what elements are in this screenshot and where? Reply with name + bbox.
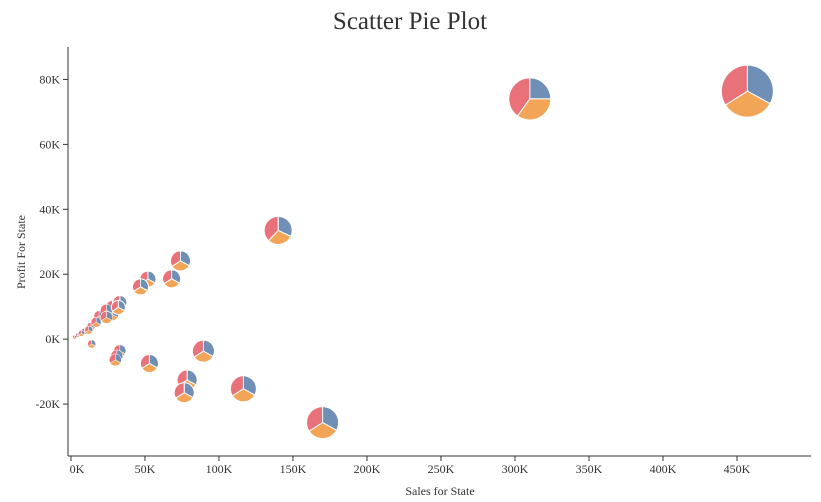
pie-slice [109, 353, 116, 364]
y-tick-label: 80K [39, 72, 60, 86]
x-tick-label: 100K [206, 462, 233, 476]
x-tick-label: 200K [354, 462, 381, 476]
pie-slice [277, 215, 293, 238]
pie-slice [508, 77, 531, 117]
pie-slice [90, 317, 97, 326]
pie-slice [720, 64, 748, 106]
pie-point[interactable] [90, 317, 102, 328]
y-tick-label: 40K [39, 202, 60, 216]
pie-slice [100, 304, 107, 314]
pie-slice [87, 339, 92, 347]
pie-slice [110, 299, 119, 312]
pie-slice [72, 334, 75, 339]
pie-point[interactable] [229, 375, 257, 403]
pie-point[interactable] [170, 250, 191, 272]
pie-slice [724, 90, 771, 118]
pie-slice [267, 229, 292, 245]
pie-slice [191, 339, 204, 358]
pie-point[interactable] [139, 353, 159, 373]
y-tick-label: 60K [39, 137, 60, 151]
x-tick-label: 450K [724, 462, 751, 476]
pie-slice [229, 375, 244, 397]
pie-point[interactable] [132, 278, 150, 296]
pie-point[interactable] [100, 311, 113, 324]
pie-point[interactable] [78, 330, 85, 337]
y-axis-ticks: -20K 0K 20K 40K 60K 80K [35, 72, 68, 411]
pie-slice [173, 382, 185, 399]
y-tick-label: 20K [39, 267, 60, 281]
x-tick-label: 50K [135, 462, 156, 476]
x-tick-label: 250K [428, 462, 455, 476]
pie-slice [516, 98, 552, 121]
pie-point[interactable] [72, 334, 77, 340]
pie-point[interactable] [508, 77, 552, 121]
pie-slice [84, 325, 89, 333]
pie-point[interactable] [306, 406, 340, 440]
pie-slice [162, 269, 173, 285]
pie-point[interactable] [109, 353, 122, 367]
pie-point[interactable] [87, 339, 96, 349]
x-axis-ticks: 0K 50K 100K 150K 200K 250K 300K 350K 400K 450K [70, 456, 751, 476]
pie-point[interactable] [720, 64, 774, 118]
pie-slice [529, 77, 552, 100]
x-tick-label: 0K [70, 462, 85, 476]
pie-point[interactable] [191, 339, 215, 363]
x-axis-label: Sales for State [405, 484, 474, 498]
pie-slice [263, 215, 279, 242]
pie-slice [100, 311, 107, 321]
scatter-pie-points [72, 64, 774, 440]
chart-title: Scatter Pie Plot [333, 8, 487, 35]
pie-slice [170, 250, 181, 267]
pie-point[interactable] [162, 269, 182, 289]
y-tick-label: -20K [35, 397, 60, 411]
x-tick-label: 300K [502, 462, 529, 476]
pie-slice [139, 353, 150, 370]
y-tick-label: 0K [45, 332, 60, 346]
y-axis-label: Profit For State [14, 215, 28, 289]
pie-point[interactable] [263, 215, 293, 245]
x-tick-label: 350K [576, 462, 603, 476]
pie-slice [746, 64, 774, 105]
pie-slice [132, 278, 142, 292]
pie-slice [231, 388, 256, 403]
pie-slice [78, 330, 82, 336]
x-tick-label: 150K [280, 462, 307, 476]
pie-slice [306, 406, 324, 432]
pie-point[interactable] [110, 299, 126, 315]
x-tick-label: 400K [650, 462, 677, 476]
pie-point[interactable] [173, 382, 195, 404]
pie-slice [308, 421, 338, 440]
pie-point[interactable] [84, 325, 93, 335]
